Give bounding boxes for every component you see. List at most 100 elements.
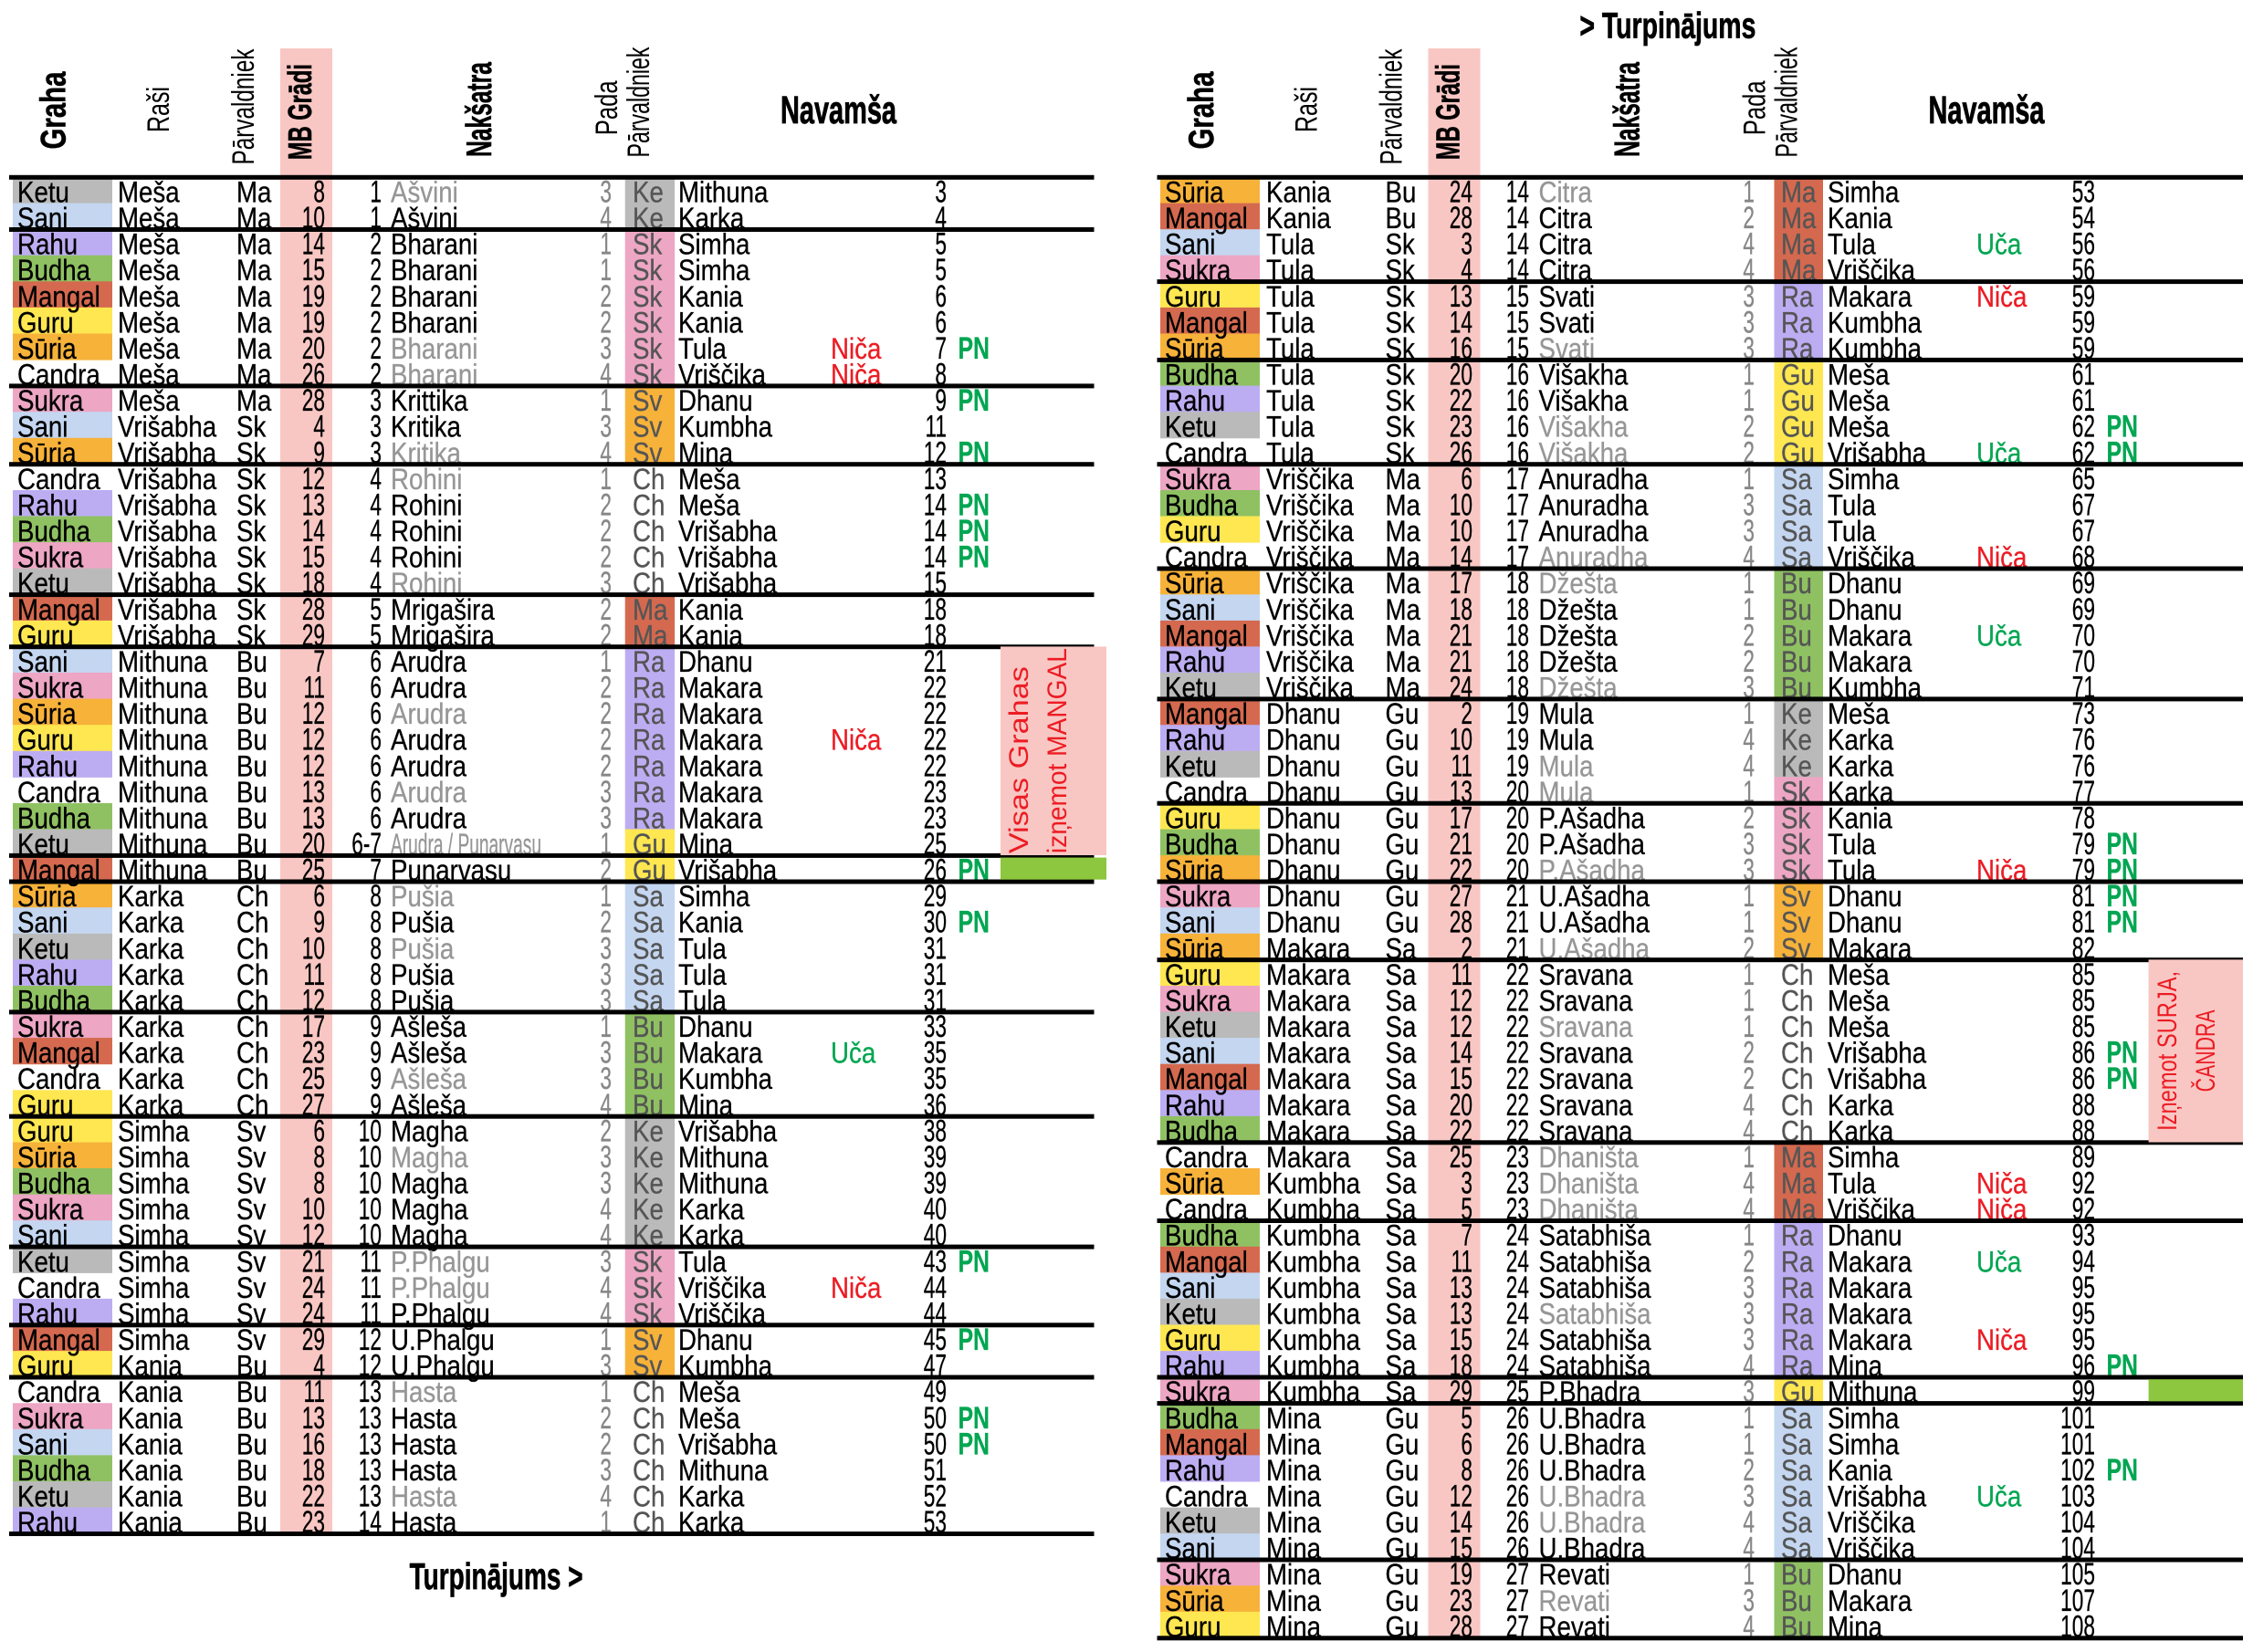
svg-text:Sa: Sa — [1386, 986, 1417, 1018]
svg-text:P.Ašadha: P.Ašadha — [1539, 829, 1646, 861]
svg-text:Meša: Meša — [118, 308, 180, 340]
svg-text:3: 3 — [600, 1062, 612, 1097]
svg-text:Gu: Gu — [1386, 881, 1420, 913]
svg-text:Navamša: Navamša — [781, 89, 897, 132]
svg-text:61: 61 — [2072, 384, 2095, 419]
svg-text:Makara: Makara — [1266, 1142, 1351, 1174]
svg-text:Kania: Kania — [678, 281, 743, 313]
svg-text:3: 3 — [1743, 332, 1755, 367]
svg-text:Mangal: Mangal — [1165, 1063, 1248, 1095]
svg-text:3: 3 — [1743, 671, 1755, 706]
svg-text:Satabhiša: Satabhiša — [1539, 1246, 1651, 1278]
svg-text:27: 27 — [1450, 880, 1472, 915]
svg-text:9: 9 — [370, 1010, 382, 1045]
svg-text:5: 5 — [1461, 1401, 1472, 1436]
svg-text:MB Grādi: MB Grādi — [1430, 64, 1467, 160]
svg-text:86: 86 — [2072, 1062, 2095, 1097]
svg-text:Mangal: Mangal — [1165, 203, 1248, 235]
svg-text:Dhanu: Dhanu — [1266, 750, 1341, 782]
svg-text:Magha: Magha — [391, 1116, 468, 1148]
svg-text:Makara: Makara — [678, 1038, 763, 1070]
svg-text:Simha: Simha — [1828, 1428, 1900, 1460]
svg-text:61: 61 — [2072, 358, 2095, 392]
svg-text:Ketu: Ketu — [1165, 750, 1217, 782]
svg-text:Tula: Tula — [678, 1246, 727, 1278]
svg-text:Sk: Sk — [1386, 281, 1415, 313]
svg-text:6: 6 — [370, 801, 382, 836]
svg-text:22: 22 — [1506, 957, 1529, 992]
svg-text:6: 6 — [935, 279, 947, 314]
svg-text:2: 2 — [370, 332, 382, 367]
svg-text:Simha: Simha — [118, 1116, 190, 1148]
svg-text:Kania: Kania — [678, 308, 743, 340]
svg-text:Sani: Sani — [17, 412, 68, 444]
svg-text:6: 6 — [370, 644, 382, 679]
svg-text:2: 2 — [1743, 932, 1755, 967]
svg-text:20: 20 — [1506, 828, 1529, 863]
svg-text:14: 14 — [1450, 1506, 1472, 1541]
svg-text:Ch: Ch — [1781, 959, 1813, 991]
svg-text:Rahu: Rahu — [17, 490, 78, 522]
svg-text:Revati: Revati — [1539, 1559, 1610, 1591]
svg-text:76: 76 — [2072, 749, 2095, 784]
svg-text:5: 5 — [370, 592, 382, 627]
svg-text:39: 39 — [924, 1166, 947, 1201]
svg-text:107: 107 — [2060, 1584, 2095, 1618]
svg-text:Sv: Sv — [236, 1168, 266, 1200]
svg-text:Ašleša: Ašleša — [391, 1038, 466, 1070]
svg-text:1: 1 — [1743, 1558, 1755, 1593]
svg-text:2: 2 — [600, 697, 612, 732]
svg-text:PN: PN — [959, 488, 990, 523]
svg-text:3: 3 — [370, 384, 382, 419]
svg-text:18: 18 — [1506, 567, 1529, 601]
svg-text:Sani: Sani — [1165, 1038, 1215, 1070]
svg-text:28: 28 — [1450, 905, 1472, 940]
svg-text:P.Phalgu: P.Phalgu — [391, 1246, 490, 1278]
svg-text:85: 85 — [2072, 984, 2095, 1019]
svg-text:10: 10 — [1450, 723, 1472, 758]
svg-text:Gu: Gu — [1386, 1455, 1420, 1487]
svg-text:13: 13 — [924, 462, 947, 497]
svg-text:7: 7 — [1461, 1218, 1472, 1253]
svg-text:PN: PN — [2107, 410, 2138, 444]
svg-text:49: 49 — [924, 1375, 947, 1410]
svg-text:Višakha: Višakha — [1539, 360, 1629, 392]
svg-text:3: 3 — [600, 984, 612, 1019]
svg-text:2: 2 — [1743, 1245, 1755, 1280]
svg-text:Citra: Citra — [1539, 203, 1593, 235]
svg-text:Ch: Ch — [633, 1376, 665, 1408]
svg-text:4: 4 — [1461, 254, 1472, 288]
svg-text:Bharani: Bharani — [391, 281, 477, 313]
svg-text:Bu: Bu — [236, 725, 267, 757]
svg-text:22: 22 — [1506, 1010, 1529, 1045]
svg-text:Karka: Karka — [118, 1011, 184, 1043]
svg-text:8: 8 — [313, 175, 325, 210]
svg-text:23: 23 — [1450, 410, 1472, 444]
svg-text:2: 2 — [600, 1427, 612, 1462]
svg-text:Ra: Ra — [1781, 308, 1814, 340]
svg-text:Mina: Mina — [1266, 1481, 1321, 1513]
svg-text:1: 1 — [600, 880, 612, 915]
svg-text:Ch: Ch — [1781, 1011, 1813, 1043]
svg-text:14: 14 — [1450, 306, 1472, 340]
svg-text:Mangal: Mangal — [17, 594, 100, 626]
svg-text:9: 9 — [313, 905, 325, 940]
svg-text:Vriščika: Vriščika — [1266, 464, 1354, 496]
svg-text:Sa: Sa — [633, 933, 664, 965]
svg-text:Ra: Ra — [633, 673, 665, 705]
svg-text:1: 1 — [600, 828, 612, 863]
svg-text:Nakšatra: Nakšatra — [1609, 62, 1648, 157]
svg-text:PN: PN — [2107, 1036, 2138, 1071]
svg-text:Sa: Sa — [1781, 490, 1812, 522]
svg-text:Bharani: Bharani — [391, 255, 477, 287]
svg-text:Ke: Ke — [633, 1194, 664, 1226]
svg-text:Karka: Karka — [1828, 750, 1894, 782]
svg-text:Guru: Guru — [1165, 803, 1221, 835]
svg-text:Bu: Bu — [236, 1428, 267, 1460]
svg-text:13: 13 — [359, 1453, 382, 1488]
svg-text:9: 9 — [370, 1088, 382, 1123]
svg-text:22: 22 — [302, 1479, 325, 1514]
svg-text:21: 21 — [1450, 644, 1472, 679]
svg-text:26: 26 — [1506, 1479, 1529, 1514]
svg-text:3: 3 — [600, 410, 612, 444]
